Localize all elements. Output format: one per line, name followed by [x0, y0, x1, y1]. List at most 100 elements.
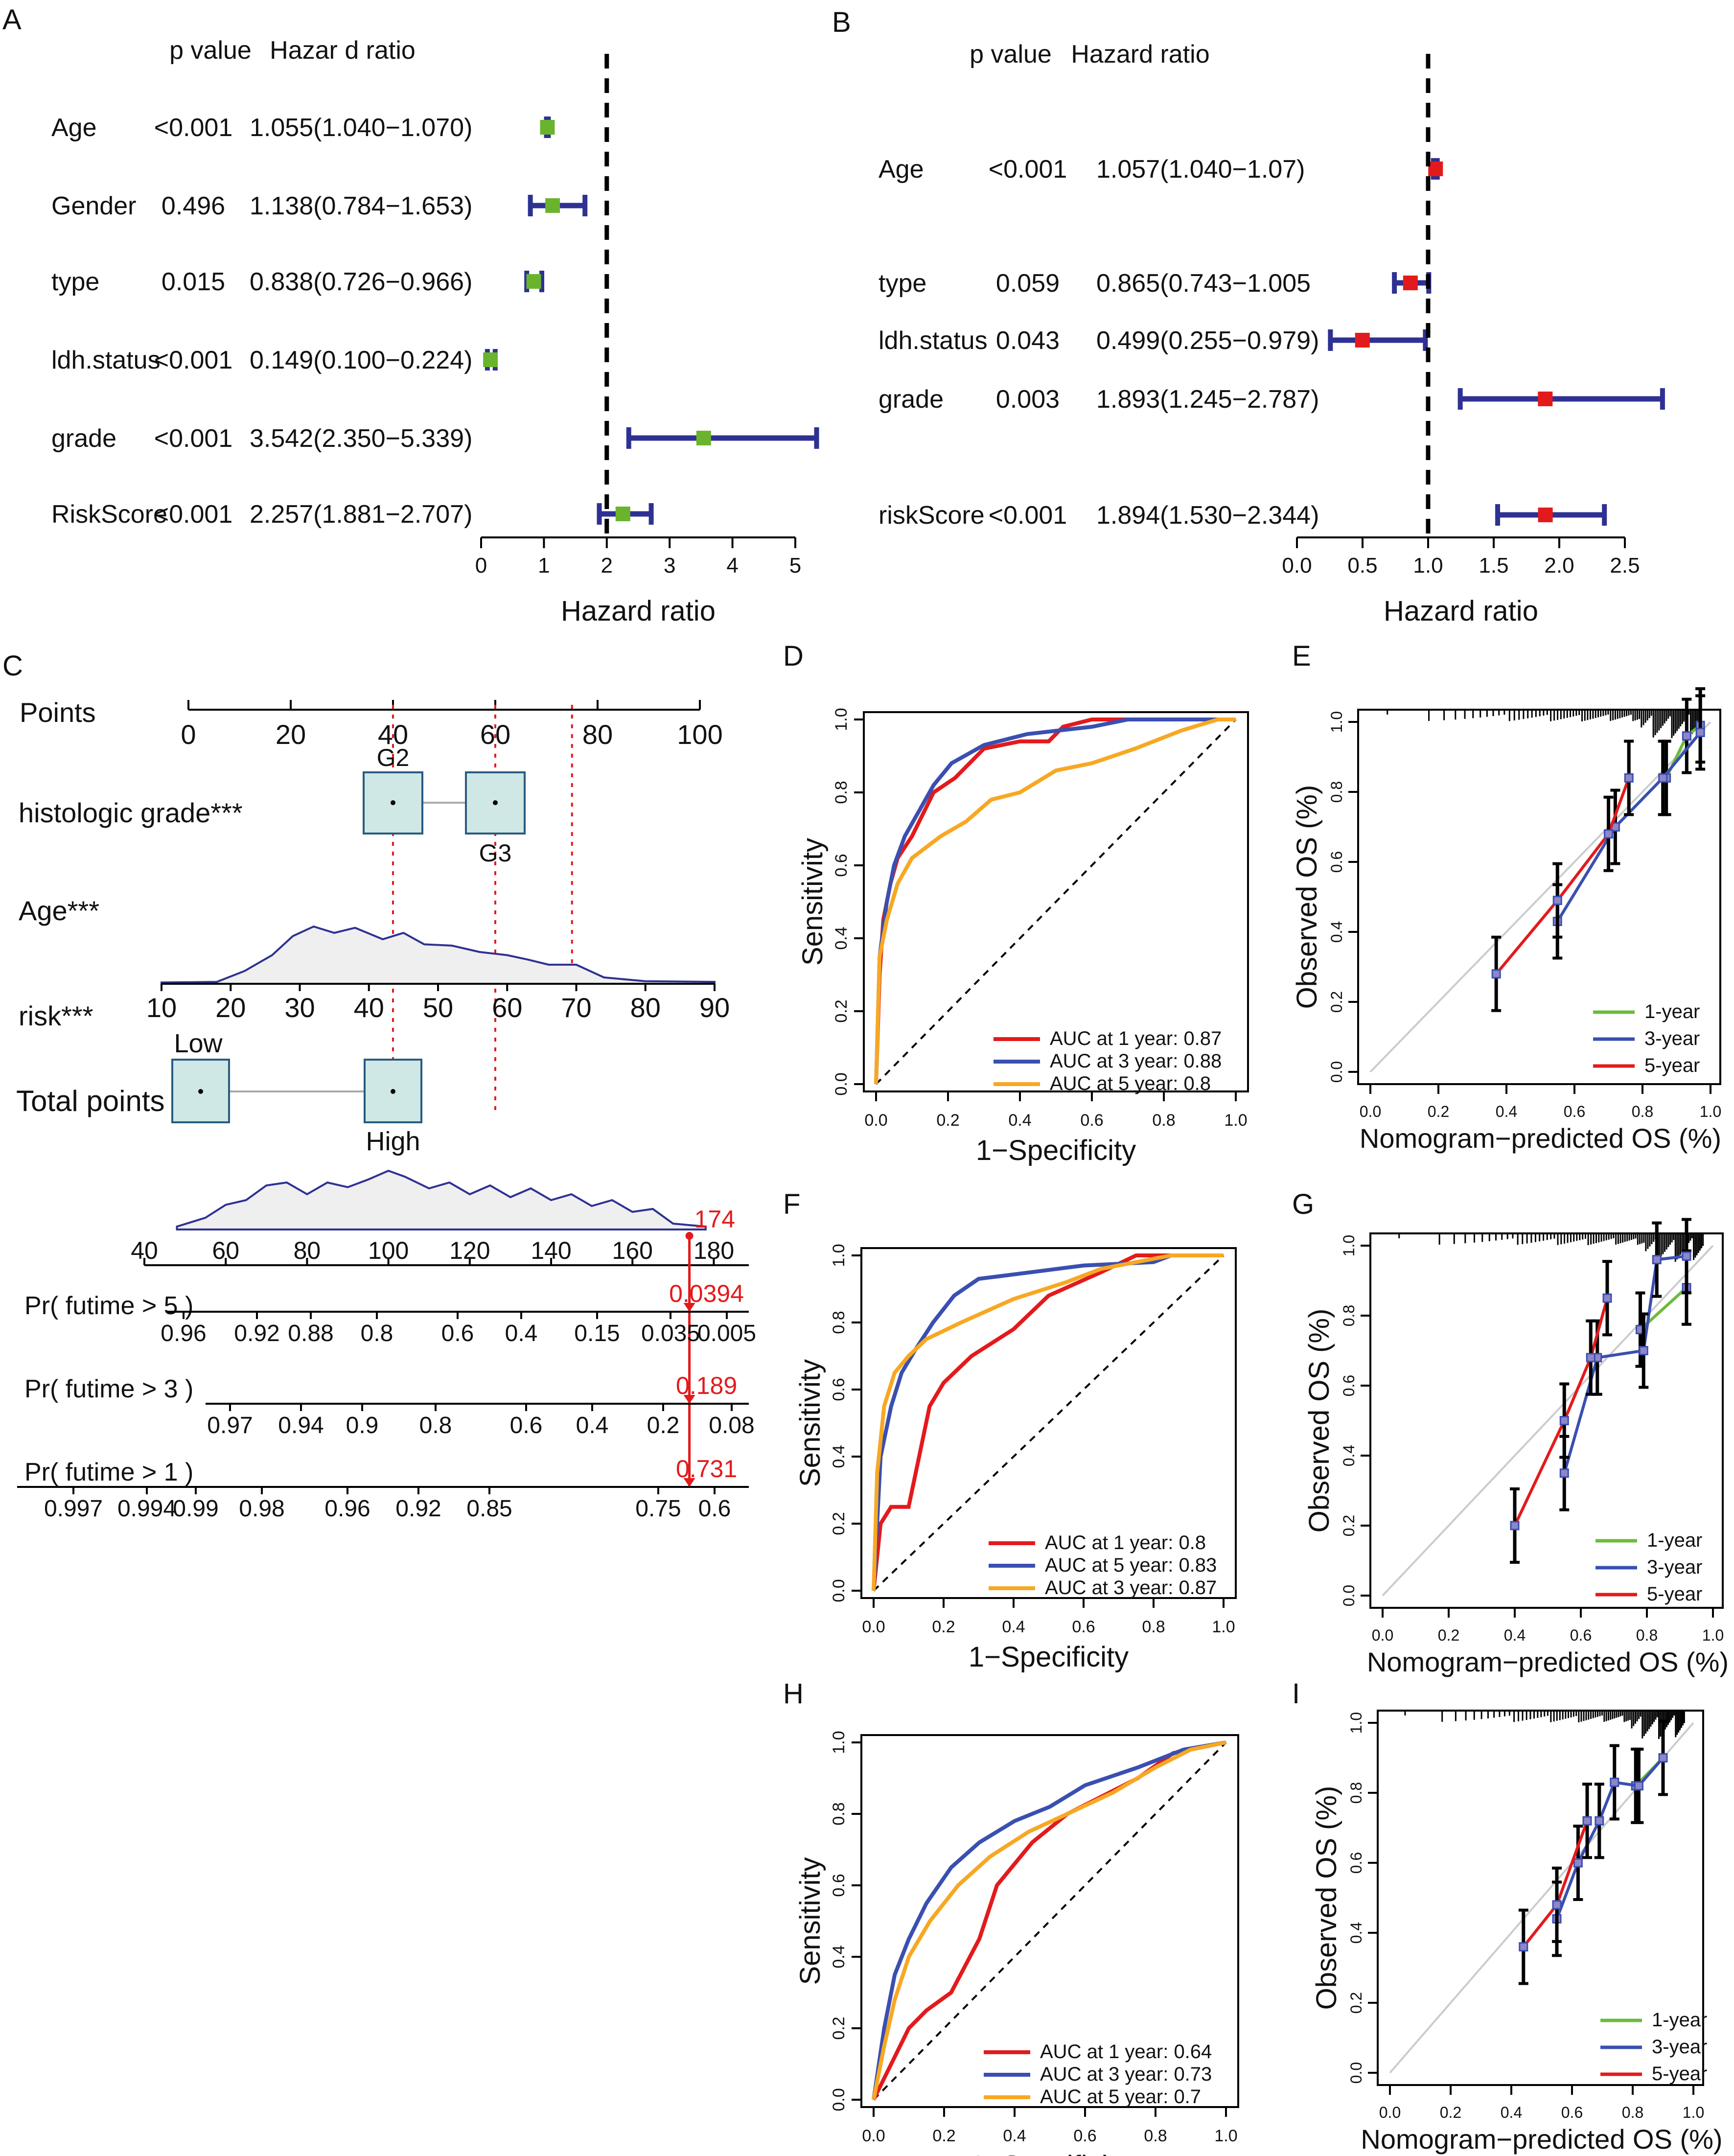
points-label: Points: [20, 697, 96, 728]
calib-point: [1573, 1858, 1583, 1868]
panel-letter-b: B: [832, 6, 851, 38]
calib-point: [1559, 1416, 1569, 1425]
x-tick-label: 0.6: [1072, 1618, 1095, 1636]
x-tick-label: 0.6: [1561, 2104, 1583, 2121]
y-tick-label: 0.2: [832, 999, 851, 1022]
hr-point: [1403, 276, 1418, 290]
prob-tick-label: 0.92: [234, 1321, 279, 1346]
y-tick-label: 0.2: [830, 2017, 848, 2040]
calib-point: [1652, 1255, 1662, 1265]
prob-tick-label: 0.035: [641, 1321, 700, 1346]
hr-header: Hazar d ratio: [270, 36, 416, 65]
forest-hr-text: 1.057(1.040−1.07): [1096, 155, 1305, 184]
grade-label: histologic grade***: [19, 797, 243, 828]
forest-label: ldh.status: [879, 326, 988, 355]
calib-point: [1602, 1293, 1612, 1303]
legend-label: 3-year: [1644, 1028, 1700, 1049]
prob-axis-label: Pr( futime > 5 ): [24, 1292, 193, 1320]
calib-point: [1519, 1942, 1528, 1952]
hr-point: [1538, 392, 1553, 406]
points-tick-label: 100: [677, 719, 722, 750]
x-axis-title: 1−Specificity: [976, 1135, 1136, 1166]
hr-point: [545, 198, 560, 213]
prob-tick-label: 0.98: [239, 1496, 284, 1522]
total-value: 174: [694, 1206, 735, 1233]
forest-label: grade: [879, 385, 944, 414]
x-tick-label: 0.0: [1282, 554, 1312, 578]
y-axis-title: Observed OS (%): [1311, 1786, 1342, 2010]
prob-tick-label: 0.99: [173, 1496, 218, 1522]
risk-label: risk***: [19, 1000, 93, 1031]
forest-hr-text: 1.893(1.245−2.787): [1096, 385, 1319, 414]
x-tick-label: 0.4: [1003, 2127, 1026, 2145]
y-tick-label: 1.0: [1328, 711, 1345, 733]
forest-pvalue: 0.496: [162, 192, 225, 220]
x-tick-label: 2.5: [1610, 554, 1640, 578]
age-tick-label: 50: [423, 992, 453, 1023]
roc-frame: [860, 1734, 1239, 2108]
forest-label: RiskScore: [51, 500, 167, 529]
grade-level-label: G3: [479, 839, 512, 867]
y-tick-label: 0.0: [1340, 1585, 1358, 1606]
x-tick-label: 0.0: [864, 1111, 887, 1130]
prob-tick-label: 0.6: [698, 1496, 731, 1522]
total-tick-label: 160: [612, 1237, 653, 1264]
forest-hr-text: 1.055(1.040−1.070): [250, 114, 472, 142]
y-tick-label: 0.8: [830, 1311, 848, 1334]
panel-letter-f: F: [783, 1188, 800, 1220]
legend-label: AUC at 3 year: 0.88: [1050, 1050, 1222, 1072]
hr-header: Hazard ratio: [1071, 40, 1209, 69]
calib-curve: [1563, 1254, 1687, 1474]
calib-point: [1682, 731, 1691, 741]
x-tick-label: 1.0: [1212, 1618, 1235, 1636]
prob-tick-label: 0.005: [697, 1321, 756, 1346]
forest-hr-text: 3.542(2.350−5.339): [250, 424, 472, 453]
y-axis-title: Sensitivity: [797, 838, 829, 966]
roc-frame: [860, 1247, 1237, 1599]
y-tick-label: 0.4: [830, 1945, 848, 1968]
panel-letter-c: C: [2, 650, 23, 682]
y-tick-label: 0.8: [1347, 1782, 1365, 1804]
hr-point: [1538, 508, 1553, 522]
prob-tick-label: 0.15: [574, 1321, 620, 1346]
x-tick-label: 0.2: [1428, 1103, 1449, 1120]
legend-label: 1-year: [1644, 1001, 1700, 1022]
calib-curve: [1495, 777, 1631, 975]
prob-tick-label: 0.2: [647, 1413, 680, 1438]
points-tick-label: 80: [582, 719, 613, 750]
x-tick-label: 0.2: [932, 1618, 955, 1636]
hr-point: [696, 431, 711, 445]
hr-point: [483, 352, 498, 367]
panel-letter-d: D: [783, 640, 804, 672]
y-axis-title: Sensitivity: [794, 1359, 826, 1487]
x-tick-label: 1.0: [1224, 1111, 1247, 1130]
x-tick-label: 0.2: [1440, 2104, 1461, 2121]
grade-level-label: G2: [377, 744, 410, 771]
age-density: [161, 925, 716, 985]
hr-point: [540, 120, 555, 135]
prob-tick-label: 0.6: [441, 1321, 474, 1346]
calib-point: [1559, 1468, 1569, 1478]
forest-pvalue: <0.001: [154, 346, 233, 374]
x-tick-label: 2.0: [1544, 554, 1574, 578]
prob-arrow: [683, 1478, 695, 1487]
forest-label: Age: [879, 155, 924, 184]
legend-label: AUC at 3 year: 0.87: [1045, 1577, 1217, 1599]
y-tick-label: 1.0: [1347, 1712, 1365, 1734]
calib-point: [1586, 1353, 1595, 1363]
total-marker: [685, 1232, 694, 1240]
x-tick-label: 1.0: [1702, 1626, 1724, 1644]
y-tick-label: 0.6: [832, 854, 851, 877]
legend-label: 5-year: [1644, 1055, 1700, 1076]
roc-frame: [863, 711, 1249, 1092]
x-tick-label: 0: [475, 554, 487, 578]
risk-level-label: Low: [174, 1029, 223, 1058]
grade-center: [391, 800, 395, 805]
risk-level-label: High: [366, 1127, 420, 1156]
prob-tick-label: 0.997: [44, 1496, 103, 1522]
age-tick-label: 80: [630, 992, 661, 1023]
hr-point: [1355, 333, 1370, 348]
prob-tick-label: 0.96: [161, 1321, 206, 1346]
y-tick-label: 0.8: [830, 1802, 848, 1825]
forest-pvalue: <0.001: [154, 424, 233, 453]
